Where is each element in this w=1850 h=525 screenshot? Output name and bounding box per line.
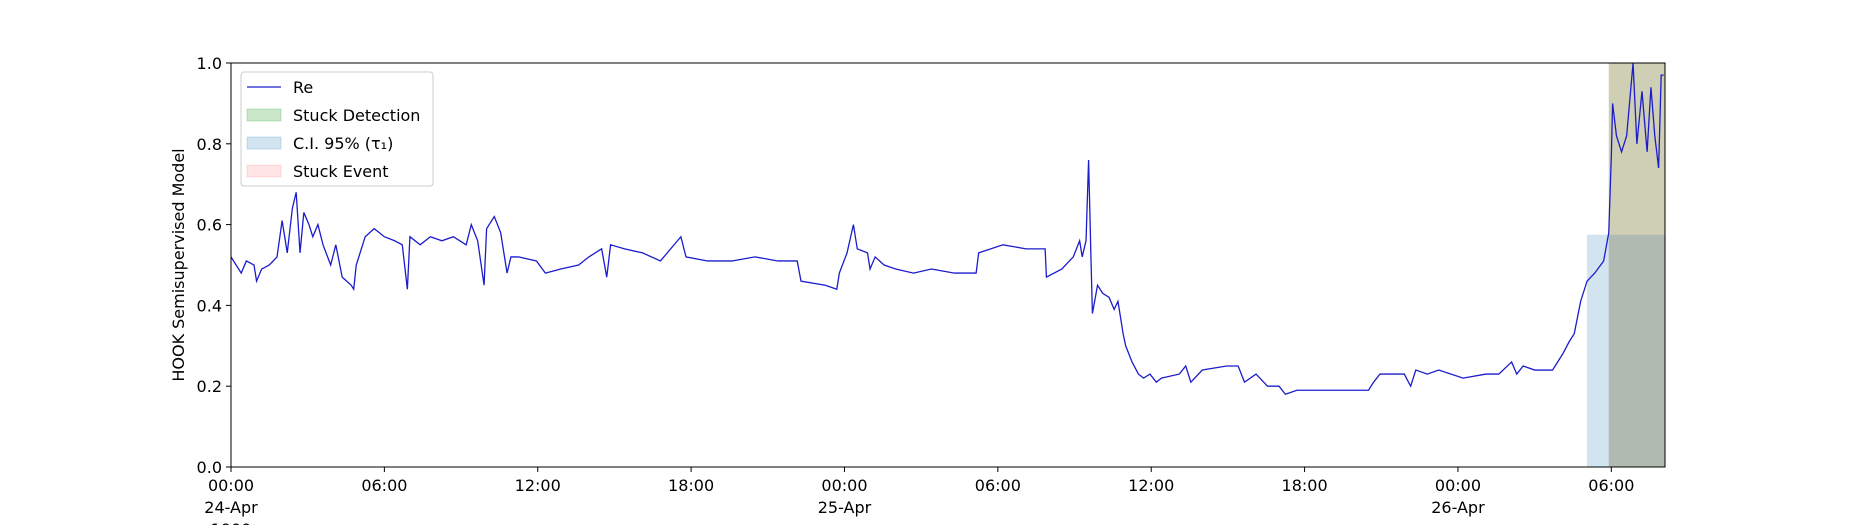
x-tick-year: 1900 [211,520,252,525]
legend-box [240,71,434,187]
y-axis-label: HOOK Semisupervised Model [169,148,188,381]
y-tick-label: 0.4 [197,296,222,315]
legend-label: C.I. 95% (τ₁) [293,134,393,153]
legend-label: Stuck Detection [293,106,420,125]
line [230,62,1664,396]
x-tick-sublabel: 24-Apr [204,498,258,517]
x-tick-label: 06:00 [975,476,1021,495]
x-tick-label: 06:00 [361,476,407,495]
y-tick-label: 0.0 [197,458,222,477]
x-tick-label: 12:00 [1128,476,1174,495]
y-tick-label: 0.2 [197,377,222,396]
legend-patch [246,164,282,178]
x-tick-label: 00:00 [821,476,867,495]
x-tick-label: 06:00 [1588,476,1634,495]
x-tick-label: 00:00 [1435,476,1481,495]
y-tick-label: 1.0 [197,54,222,73]
legend-label: Stuck Event [293,162,389,181]
y-tick-label: 0.6 [197,216,222,235]
x-tick-sublabel: 26-Apr [1431,498,1485,517]
x-tick-label: 12:00 [515,476,561,495]
x-tick-label: 00:00 [208,476,254,495]
y-tick-label: 0.8 [197,135,222,154]
legend-patch [246,136,282,150]
x-tick-label: 18:00 [668,476,714,495]
span [1608,63,1665,467]
x-tick-label: 18:00 [1282,476,1328,495]
span [1587,234,1665,467]
x-tick-sublabel: 25-Apr [818,498,872,517]
legend-label: Re [293,78,313,97]
legend-patch [246,108,282,122]
plot-frame [230,62,1666,468]
